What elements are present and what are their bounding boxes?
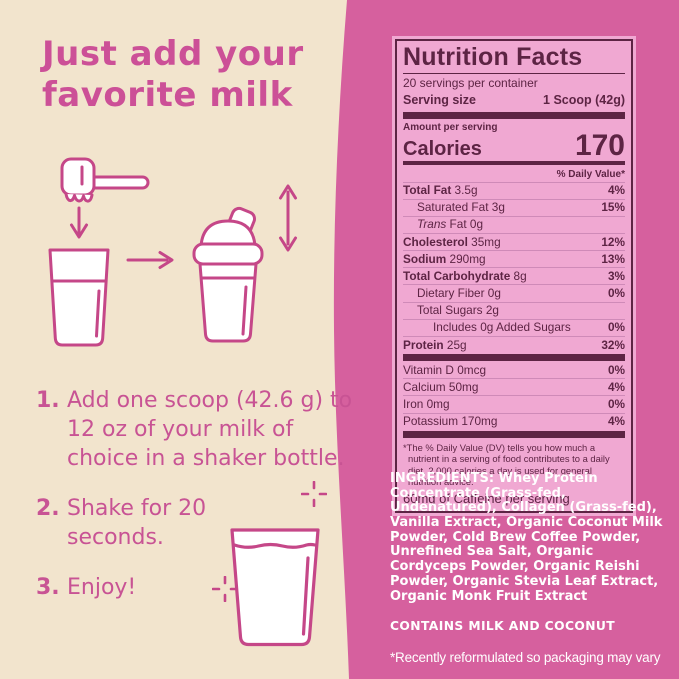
nutrition-row: Includes 0g Added Sugars 0% — [403, 318, 625, 336]
divider-thick — [403, 430, 625, 438]
amount-per-serving-label: Amount per serving — [403, 122, 498, 133]
divider-thick — [403, 112, 625, 119]
vitamin-rows: Vitamin D 0mcg 0% Calcium 50mg 4% Iron 0mg 0%… — [403, 362, 625, 430]
calories-label: Calories — [403, 137, 482, 160]
ingredients-section: INGREDIENTS: Whey Protein Concentrate (G… — [390, 471, 674, 666]
caffeine-note: 60mg of Caffeine per serving — [403, 490, 570, 506]
nutrition-row: Saturated Fat 3g 15% — [403, 198, 625, 216]
sparkle-icon — [301, 481, 327, 507]
step-text: Add one scoop (42.6 g) to 12 oz of your … — [67, 388, 353, 472]
allergen-statement: CONTAINS MILK AND COCONUT — [390, 619, 616, 634]
nutrition-row: Total Sugars 2g — [403, 301, 625, 319]
step-text: Enjoy! — [67, 575, 137, 601]
milk-glass-icon — [48, 248, 110, 347]
nutrition-row: Iron 0mg 0% — [403, 395, 625, 411]
page-title: Just add your favorite milk — [42, 34, 304, 116]
calories-value: 170 — [574, 129, 625, 162]
mixing-instructions-illustration — [48, 157, 297, 347]
divider-thick — [403, 354, 625, 362]
instruction-step: 2. Shake for 20 seconds. — [36, 494, 366, 552]
nutrient-rows: Total Fat 3.5g 4% Saturated Fat 3g 15% Trans… — [403, 183, 625, 354]
full-glass-icon — [230, 528, 320, 647]
packaging-note: *Recently reformulated so packaging may … — [390, 650, 661, 666]
shake-updown-arrow-icon — [279, 184, 297, 252]
nutrition-title: Nutrition Facts — [403, 44, 625, 74]
nutrition-row: Dietary Fiber 0g 0% — [403, 284, 625, 301]
serving-size-label: Serving size — [403, 93, 476, 107]
nutrition-facts-inner: Nutrition Facts 20 servings per containe… — [395, 39, 633, 513]
nutrition-row: Total Fat 3.5g 4% — [403, 183, 625, 198]
nutrition-row: Protein 25g 32% — [403, 335, 625, 352]
scoop-icon — [60, 157, 150, 203]
ingredients-text: INGREDIENTS: Whey Protein Concentrate (G… — [390, 471, 663, 604]
nutrition-row: Total Carbohydrate 8g 3% — [403, 267, 625, 283]
serving-size-row: Serving size 1 Scoop (42g) — [403, 91, 625, 111]
step-number: 1. — [36, 388, 60, 413]
step-number: 2. — [36, 496, 60, 522]
shaker-bottle-icon — [192, 206, 264, 343]
nutrition-row: Calcium 50mg 4% — [403, 378, 625, 394]
nutrition-row: Vitamin D 0mcg 0% — [403, 362, 625, 377]
nutrition-row: Trans Fat 0g — [403, 215, 625, 233]
divider-medium — [403, 160, 625, 165]
nutrition-facts-label: Nutrition Facts 20 servings per containe… — [392, 36, 636, 516]
step-number: 3. — [36, 575, 60, 601]
down-arrow-icon — [70, 206, 88, 239]
step-text: Shake for 20 seconds. — [67, 496, 207, 551]
daily-value-header: % Daily Value* — [403, 166, 625, 183]
instruction-step: 1. Add one scoop (42.6 g) to 12 oz of yo… — [36, 386, 366, 473]
instruction-step: 3. Enjoy! — [36, 573, 366, 602]
nutrition-row: Cholesterol 35mg 12% — [403, 232, 625, 249]
instructions-list: 1. Add one scoop (42.6 g) to 12 oz of yo… — [36, 386, 366, 623]
servings-per-container: 20 servings per container — [403, 76, 538, 90]
serving-size-value: 1 Scoop (42g) — [543, 93, 625, 107]
nutrition-row: Potassium 170mg 4% — [403, 412, 625, 429]
calories-row: Calories 170 — [403, 129, 625, 162]
right-arrow-icon — [126, 251, 174, 269]
daily-value-footnote: *The % Daily Value (DV) tells you how mu… — [403, 441, 610, 488]
nutrition-row: Sodium 290mg 13% — [403, 250, 625, 266]
